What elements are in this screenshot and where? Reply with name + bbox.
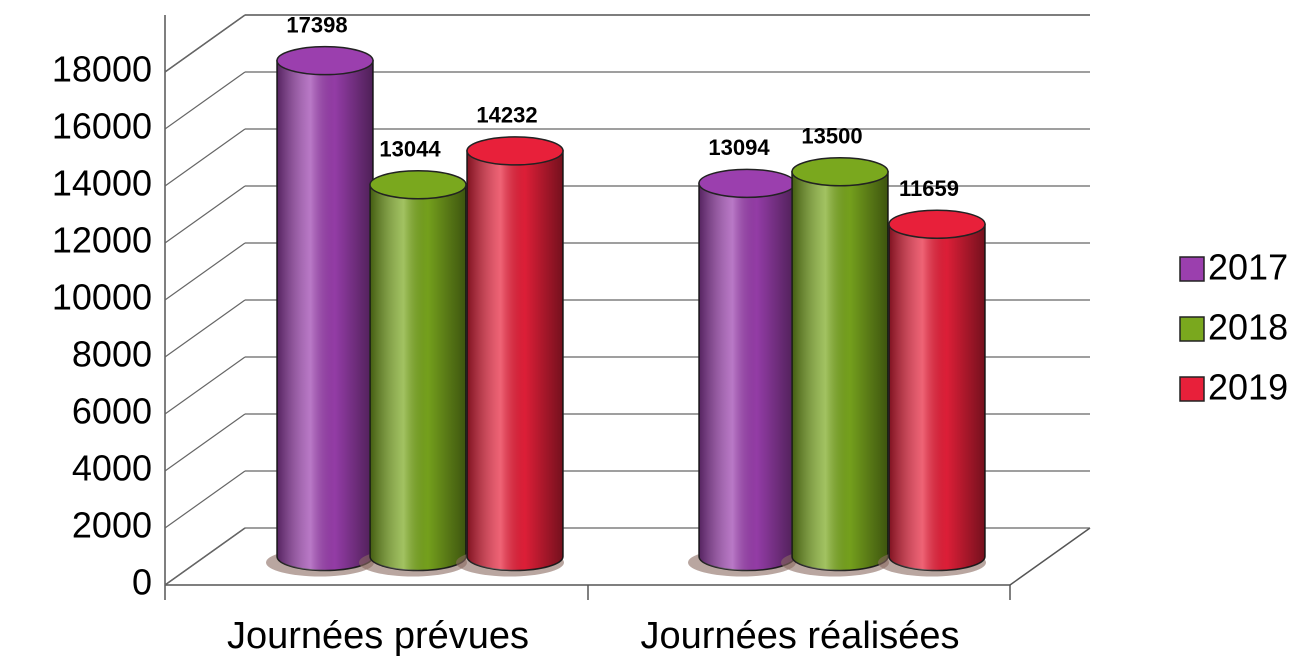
bar-top — [888, 209, 986, 239]
value-label: 11659 — [899, 176, 959, 201]
grid-line — [164, 242, 246, 301]
bar-top — [791, 157, 889, 187]
bar-top — [369, 169, 467, 200]
grid-line — [164, 527, 246, 586]
grid-line — [164, 71, 246, 130]
value-label: 14232 — [476, 103, 537, 128]
grid-line — [164, 185, 246, 244]
y-tick-label: 12000 — [52, 220, 152, 261]
legend-label: 2018 — [1208, 307, 1288, 348]
grid-line — [164, 14, 246, 73]
legend-swatch — [1179, 376, 1205, 402]
y-tick-label: 18000 — [52, 49, 152, 90]
value-label: 13044 — [379, 137, 441, 162]
value-label: 13094 — [708, 135, 770, 160]
bar-shading — [277, 60, 373, 571]
y-tick-label: 0 — [132, 562, 152, 603]
legend-swatch — [1179, 256, 1205, 282]
x-tick-label: Journées prévues — [227, 615, 529, 657]
y-tick-label: 4000 — [72, 448, 152, 489]
bar-shading — [370, 184, 467, 571]
x-tick-label: Journées réalisées — [641, 615, 960, 657]
legend-label: 2017 — [1208, 247, 1288, 288]
bar-shading — [699, 183, 795, 571]
bar-shading — [792, 171, 888, 571]
y-tick-label: 14000 — [52, 163, 152, 204]
value-label: 13500 — [801, 124, 862, 149]
grid-line — [164, 413, 246, 472]
y-tick-label: 10000 — [52, 277, 152, 318]
grid-line — [164, 128, 246, 187]
grid-line — [164, 356, 246, 415]
y-tick-label: 16000 — [52, 106, 152, 147]
floor-edge — [1009, 527, 1091, 586]
y-tick-label: 6000 — [72, 391, 152, 432]
y-tick-label: 8000 — [72, 334, 152, 375]
legend-label: 2019 — [1208, 367, 1288, 408]
grid-line — [164, 470, 246, 529]
value-label: 17398 — [286, 12, 347, 37]
bar-top — [698, 168, 796, 199]
y-tick-label: 2000 — [72, 505, 152, 546]
legend-swatch — [1179, 316, 1205, 342]
bar-top — [276, 45, 374, 76]
grid-line — [164, 299, 246, 358]
bar-shading — [467, 150, 563, 571]
bar-top — [466, 136, 564, 166]
bar-shading — [889, 224, 985, 571]
